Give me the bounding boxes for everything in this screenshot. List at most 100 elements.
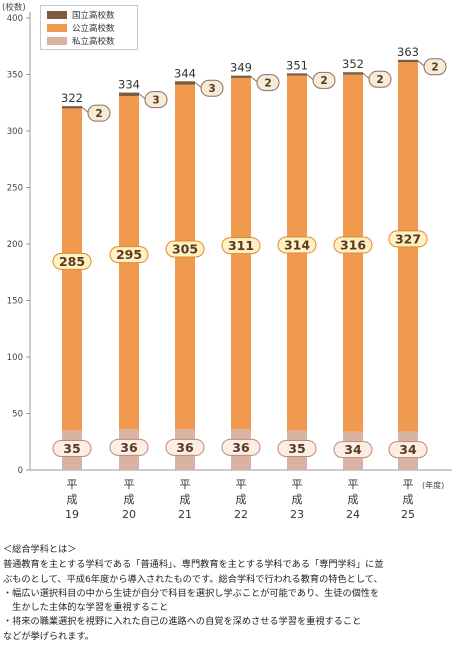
national-value-label: 2 <box>320 75 327 87</box>
y-tick-label: 50 <box>12 410 23 420</box>
private-value-label: 36 <box>120 440 138 455</box>
private-value-label: 36 <box>232 440 250 455</box>
private-value-label: 34 <box>344 442 362 457</box>
total-label: 334 <box>118 78 140 92</box>
private-value-label-pill <box>221 438 261 456</box>
x-label-year: 23 <box>290 508 304 521</box>
public-value-label-pill <box>333 236 373 254</box>
private-value-label: 34 <box>399 442 417 457</box>
x-label-era: 平 <box>180 478 191 491</box>
private-value-label-pill <box>388 441 428 459</box>
private-value-label: 35 <box>63 441 80 456</box>
x-label-era: 平 <box>403 478 414 491</box>
x-label-sub: 成 <box>403 493 414 506</box>
public-value-label: 316 <box>340 238 366 253</box>
y-tick-label: 150 <box>7 297 23 307</box>
national-value-label: 3 <box>208 83 215 95</box>
y-axis-unit-label: (校数) <box>2 3 26 13</box>
legend-label-national: 国立高校数 <box>72 11 115 21</box>
x-label-year: 22 <box>234 508 248 521</box>
private-value-label-pill <box>277 439 317 457</box>
y-tick-label: 100 <box>7 353 23 363</box>
total-label: 322 <box>61 91 83 105</box>
legend-item-public: 公立高校数 <box>47 22 115 34</box>
public-value-label-pill <box>52 252 92 270</box>
public-value-label-pill <box>277 236 317 254</box>
y-tick-label: 0 <box>18 466 23 476</box>
x-label-year: 24 <box>346 508 360 521</box>
legend-label-private: 私立高校数 <box>72 37 115 47</box>
note-line-4: 生かした主体的な学習を重視すること <box>3 602 169 614</box>
legend-item-national: 国立高校数 <box>47 9 115 21</box>
total-label: 344 <box>174 66 196 80</box>
national-value-label-pill <box>423 58 447 76</box>
note-line-5: ・将来の職業選択を視野に入れた自己の進路への自覚を深めさせる学習を重視すること <box>3 616 362 628</box>
private-value-label: 35 <box>288 441 305 456</box>
x-label-year: 21 <box>178 508 192 521</box>
x-label-sub: 成 <box>236 493 247 506</box>
x-label-era: 平 <box>236 478 247 491</box>
x-label-sub: 成 <box>292 493 303 506</box>
bar-national <box>287 73 307 76</box>
y-tick-label: 250 <box>7 184 23 194</box>
stacked-bar-chart: 050100150200250300350400322228535平成19334… <box>7 12 452 521</box>
note-title: ＜総合学科とは＞ <box>3 544 77 555</box>
total-label: 352 <box>342 57 364 71</box>
bar-national <box>119 92 139 96</box>
bar-national <box>62 106 82 109</box>
total-label: 349 <box>230 61 252 75</box>
public-value-label: 314 <box>284 238 310 253</box>
national-value-label: 2 <box>376 74 383 86</box>
public-value-label-pill <box>165 240 205 258</box>
public-value-label: 295 <box>116 247 142 262</box>
public-value-label-pill <box>221 237 261 255</box>
public-value-label: 327 <box>395 231 421 246</box>
national-value-label-pill <box>144 91 168 109</box>
sogo-gakka-note: ＜総合学科とは＞ 普通教育を主とする学科である「普通科」、専門教育を主とする学科… <box>3 543 451 644</box>
x-label-era: 平 <box>67 478 78 491</box>
private-value-label: 36 <box>176 440 194 455</box>
y-tick-label: 350 <box>7 71 23 81</box>
bar-national <box>175 81 195 85</box>
total-label: 351 <box>286 58 308 72</box>
x-label-era: 平 <box>124 478 135 491</box>
y-tick-label: 300 <box>7 127 23 137</box>
public-value-label-pill <box>388 230 428 248</box>
national-value-label-pill <box>368 70 392 88</box>
bar-national <box>231 75 251 78</box>
national-value-label-pill <box>200 79 224 97</box>
y-tick-label: 200 <box>7 240 23 250</box>
legend-swatch-national <box>47 11 67 19</box>
national-value-label-pill <box>87 104 111 122</box>
national-value-label: 2 <box>431 62 438 74</box>
private-value-label-pill <box>109 438 149 456</box>
y-tick-label: 400 <box>7 14 23 24</box>
national-value-label-pill <box>256 74 280 92</box>
national-value-label: 2 <box>264 77 271 89</box>
bar-national <box>343 72 363 75</box>
total-label: 363 <box>397 45 419 59</box>
x-label-sub: 成 <box>348 493 359 506</box>
x-axis-unit-label: (年度) <box>422 481 445 490</box>
public-value-label: 285 <box>59 254 85 269</box>
legend-item-private: 私立高校数 <box>47 35 115 47</box>
bar-national <box>398 59 418 63</box>
note-line-6: などが挙げられます。 <box>3 630 94 642</box>
chart-legend: 国立高校数 公立高校数 私立高校数 <box>40 5 138 50</box>
x-label-sub: 成 <box>67 493 78 506</box>
national-value-label: 3 <box>152 94 159 106</box>
legend-label-public: 公立高校数 <box>72 24 115 34</box>
national-value-label: 2 <box>95 108 102 120</box>
legend-swatch-public <box>47 24 67 32</box>
private-value-label-pill <box>52 439 92 457</box>
legend-swatch-private <box>47 37 67 45</box>
public-value-label-pill <box>109 246 149 264</box>
private-value-label-pill <box>333 441 373 459</box>
x-label-era: 平 <box>292 478 303 491</box>
note-line-2: ぶものとして、平成6年度から導入されたものです。総合学科で行われる教育の特色とし… <box>3 573 383 585</box>
note-line-3: ・幅広い選択科目の中から生徒が自分で科目を選択し学ぶことが可能であり、生徒の個性… <box>3 587 380 599</box>
x-label-sub: 成 <box>180 493 191 506</box>
private-value-label-pill <box>165 438 205 456</box>
x-label-era: 平 <box>348 478 359 491</box>
national-value-label-pill <box>312 71 336 89</box>
